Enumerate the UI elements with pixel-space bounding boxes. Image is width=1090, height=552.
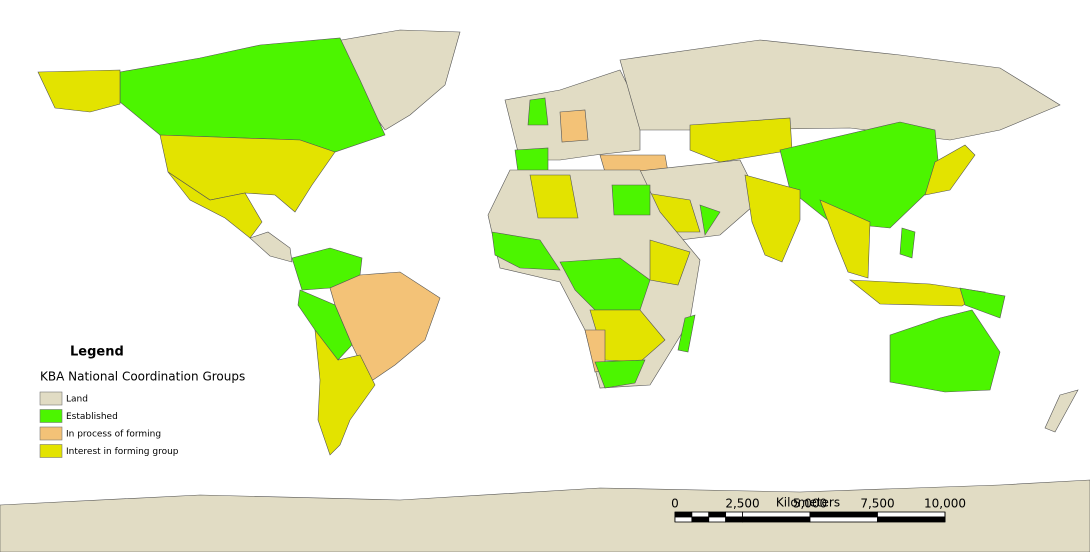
scale-segment <box>742 516 811 523</box>
germany <box>559 109 589 143</box>
scale-segment <box>708 511 727 518</box>
legend-swatch <box>39 426 63 441</box>
mongolia-kazakhstan <box>689 117 793 163</box>
philippines <box>899 227 916 259</box>
india <box>744 174 801 263</box>
scale-segment <box>725 516 743 523</box>
scale-segment <box>708 516 727 523</box>
scale-segment <box>809 516 878 523</box>
scale-title: Kilometers <box>776 496 840 510</box>
scale-segment <box>674 516 693 523</box>
china <box>779 121 941 229</box>
legend-swatch <box>39 444 63 458</box>
world-map <box>0 29 1090 552</box>
scale-segment <box>725 511 743 518</box>
east-africa <box>649 239 691 286</box>
scale-segment <box>742 511 811 518</box>
new-zealand <box>1044 389 1079 433</box>
scale-tick-label: 10,000 <box>924 497 966 511</box>
south-africa <box>594 359 646 389</box>
antarctica <box>0 479 1090 552</box>
scale-bar: 0 2,500 5,000 7,500 10,000 <box>671 497 966 523</box>
scale-tick-label: 7,500 <box>860 497 894 511</box>
scale-tick-label: 2,500 <box>725 497 759 511</box>
scale-tick-label: 0 <box>671 497 679 511</box>
egypt <box>611 184 651 216</box>
legend-swatch <box>39 391 63 406</box>
legend-subtitle: KBA National Coordination Groups <box>40 370 245 384</box>
scale-segment <box>809 511 878 518</box>
papua <box>959 287 1006 319</box>
legend-label: Interest in forming group <box>66 447 179 457</box>
uk <box>527 97 549 126</box>
russia <box>619 39 1061 141</box>
canada <box>119 37 386 153</box>
legend: Land Established In process of forming Inte… <box>39 391 179 458</box>
spain <box>514 147 549 173</box>
japan <box>924 144 976 196</box>
scale-segment <box>691 511 710 518</box>
central-america <box>249 231 293 263</box>
scale-segment <box>674 511 693 518</box>
legend-label: Land <box>66 395 88 405</box>
madagascar <box>677 314 696 353</box>
australia <box>889 309 1001 393</box>
legend-swatch <box>39 409 63 423</box>
scale-segment <box>877 516 946 523</box>
legend-label: Established <box>66 412 118 422</box>
alaska <box>37 69 121 113</box>
oman <box>699 204 721 236</box>
chile-argentina <box>314 328 376 456</box>
mexico <box>167 171 263 239</box>
legend-label: In process of forming <box>66 430 161 440</box>
scale-segment <box>877 511 946 518</box>
scale-tick-label: 5,000 <box>793 497 827 511</box>
southeast-asia <box>819 199 871 279</box>
scale-segment <box>691 516 710 523</box>
west-africa <box>491 231 561 271</box>
algeria <box>529 174 579 219</box>
legend-title: Legend <box>70 345 124 360</box>
